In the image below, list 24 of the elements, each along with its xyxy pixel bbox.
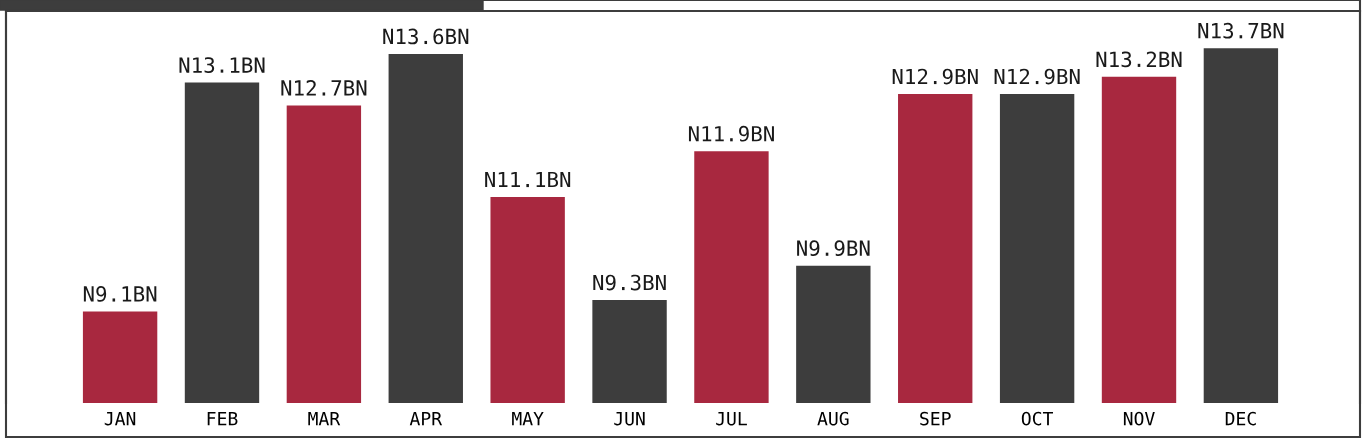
x-tick-label: JUL	[716, 411, 747, 426]
data-label: N9.3BN	[593, 274, 666, 291]
data-label: N11.9BN	[688, 125, 774, 142]
x-tick-label: OCT	[1021, 411, 1053, 426]
data-label: N13.2BN	[1096, 51, 1182, 68]
x-tick-label: AUG	[817, 411, 849, 426]
x-tick-label: JAN	[104, 411, 136, 426]
x-tick-label: JUN	[614, 411, 645, 426]
data-label: N13.1BN	[179, 57, 265, 73]
data-label: N13.7BN	[1198, 22, 1284, 39]
data-label: N12.7BN	[281, 80, 367, 96]
x-tick-label: APR	[409, 411, 443, 426]
x-tick-label: NOV	[1123, 411, 1155, 426]
data-label: N9.1BN	[83, 286, 157, 302]
x-tick-label: MAY	[512, 411, 544, 426]
x-tick-label: FEB	[207, 411, 238, 426]
data-label: N12.9BN	[994, 68, 1080, 85]
x-tick-label: SEP	[920, 411, 951, 426]
x-tick-label: MAR	[308, 411, 341, 426]
data-label: N11.1BN	[485, 171, 571, 188]
data-label: N12.9BN	[892, 68, 978, 85]
x-tick-label: DEC	[1225, 411, 1256, 426]
data-label: N13.6BN	[383, 28, 469, 45]
data-label: N9.9BN	[797, 240, 870, 257]
